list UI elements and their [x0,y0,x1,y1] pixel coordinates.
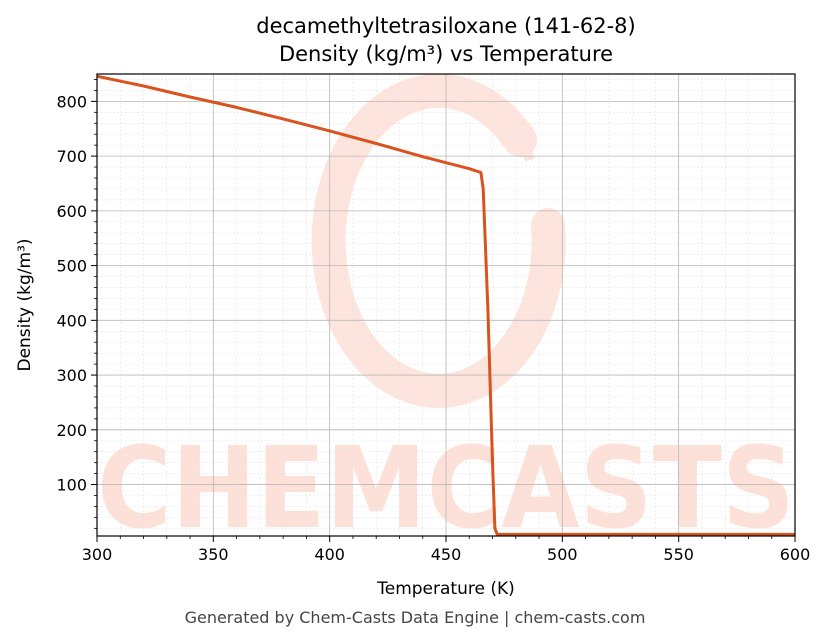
y-tick-label: 500 [56,257,87,276]
x-tick-label: 500 [547,545,578,564]
chart-title: decamethyltetrasiloxane (141-62-8) [256,14,635,38]
x-axis-ticks: 300 350 400 450 500 550 600 [82,536,811,564]
density-chart: CHEMCASTS 300 350 400 450 500 550 600 10020030… [15,14,811,599]
chart-subtitle: Density (kg/m³) vs Temperature [279,42,613,66]
y-tick-label: 300 [56,366,87,385]
footer-credit: Generated by Chem-Casts Data Engine | ch… [184,608,646,627]
y-tick-label: 200 [56,421,87,440]
x-tick-label: 600 [780,545,811,564]
density-line [97,74,795,536]
y-tick-label: 700 [56,147,87,166]
x-tick-label: 300 [82,545,113,564]
x-tick-label: 350 [198,545,229,564]
x-tick-label: 450 [431,545,462,564]
y-axis-ticks: 100 200 300 400 500 600 700 800 [56,79,97,529]
y-tick-label: 400 [56,311,87,330]
x-tick-label: 550 [663,545,694,564]
x-axis-label: Temperature (K) [376,579,515,599]
y-tick-label: 100 [56,476,87,495]
x-tick-label: 400 [314,545,345,564]
y-tick-label: 800 [56,92,87,111]
y-axis-label: Density (kg/m³) [15,238,35,371]
y-tick-label: 600 [56,202,87,221]
